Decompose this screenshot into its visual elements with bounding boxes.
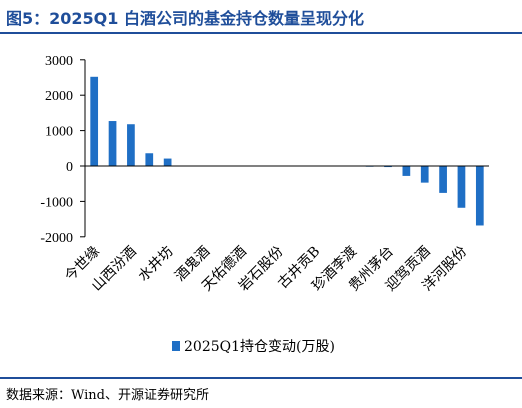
source-rule <box>0 377 522 379</box>
y-tick-label: -1000 <box>40 195 73 210</box>
bar-chart: 3000 2000 1000 0 -1000 -2000 今世缘山西汾酒水井坊酒鬼酒天佑德… <box>40 54 489 355</box>
figure-title: 图5：2025Q1 白酒公司的基金持仓数量呈现分化 <box>6 9 364 28</box>
y-axis: 3000 2000 1000 0 -1000 -2000 <box>40 54 86 246</box>
bar <box>439 166 447 193</box>
y-tick-label: 0 <box>66 160 73 175</box>
title-rule <box>0 32 522 34</box>
bar <box>145 153 154 166</box>
bar <box>108 121 117 166</box>
x-tick-labels: 今世缘山西汾酒水井坊酒鬼酒天佑德酒岩石股份古井贡B珍酒李渡贵州茅台迎驾贡酒洋河股… <box>62 244 470 295</box>
legend: 2025Q1持仓变动(万股) <box>172 339 335 355</box>
bar-series <box>90 76 484 226</box>
bar <box>457 166 466 208</box>
bar <box>90 76 99 166</box>
y-tick-label: 2000 <box>45 89 73 104</box>
legend-label: 2025Q1持仓变动(万股) <box>184 339 335 355</box>
bar <box>475 166 484 226</box>
bar <box>384 166 392 168</box>
bar <box>127 124 135 166</box>
x-tick-label: 水井坊 <box>135 244 176 285</box>
y-tick-label: 3000 <box>45 54 73 69</box>
legend-swatch <box>172 341 180 351</box>
bar <box>402 166 411 176</box>
source-note: 数据来源：Wind、开源证券研究所 <box>6 388 209 403</box>
bar <box>420 166 429 183</box>
bar <box>163 158 172 166</box>
y-tick-label: 1000 <box>45 125 73 140</box>
y-tick-label: -2000 <box>40 231 73 246</box>
